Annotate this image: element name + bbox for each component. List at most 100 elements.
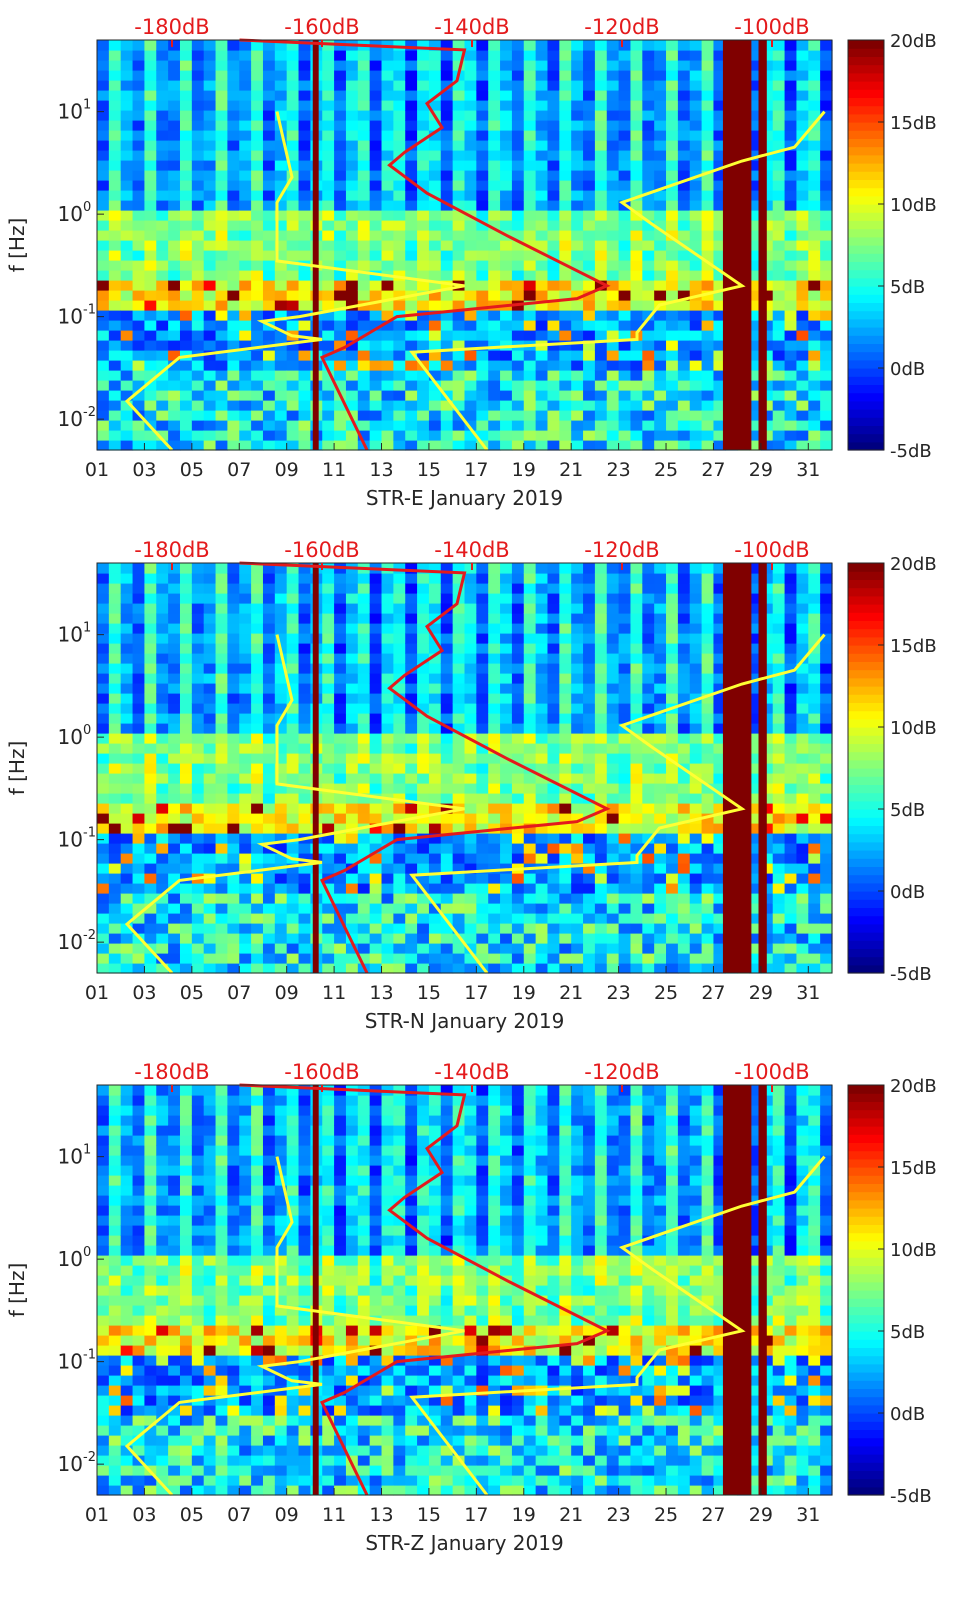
heatmap-cell — [630, 350, 643, 361]
heatmap-cell — [476, 653, 489, 664]
heatmap-cell — [144, 330, 157, 341]
heatmap-cell — [547, 713, 560, 724]
heatmap-cell — [772, 400, 786, 411]
heatmap-cell — [179, 923, 193, 934]
heatmap-cell — [428, 683, 442, 694]
heatmap-cell — [784, 190, 798, 201]
heatmap-cell — [405, 603, 418, 614]
heatmap-cell — [630, 420, 643, 431]
heatmap-cell — [97, 260, 110, 271]
heatmap-cell — [405, 40, 418, 51]
heatmap-cell — [274, 320, 288, 331]
heatmap-cell — [203, 270, 217, 281]
heatmap-cell — [179, 643, 193, 654]
heatmap-cell — [393, 410, 406, 421]
heatmap-cell — [97, 80, 110, 91]
heatmap-cell — [168, 823, 181, 834]
heatmap-cell — [428, 673, 442, 684]
heatmap-cell — [760, 40, 774, 51]
heatmap-cell — [262, 280, 276, 291]
heatmap-cell — [713, 623, 726, 634]
heatmap-cell — [251, 733, 264, 744]
heatmap-cell — [440, 703, 454, 714]
heatmap-cell — [168, 240, 181, 251]
heatmap-cell — [144, 933, 157, 944]
heatmap-cell — [417, 923, 430, 934]
heatmap-cell — [606, 240, 620, 251]
heatmap-cell — [369, 60, 383, 71]
heatmap-cell — [120, 833, 134, 844]
heatmap-cell — [286, 320, 300, 331]
heatmap-cell — [144, 150, 157, 161]
heatmap-cell — [274, 50, 288, 61]
heatmap-cell — [749, 863, 762, 874]
heatmap-cell — [760, 240, 774, 251]
heatmap-cell — [251, 953, 264, 964]
heatmap-cell — [345, 420, 359, 431]
heatmap-cell — [405, 943, 418, 954]
heatmap-cell — [488, 260, 501, 271]
heatmap-cell — [274, 903, 288, 914]
heatmap-cell — [108, 270, 122, 281]
heatmap-cell — [583, 310, 596, 321]
heatmap-cell — [357, 250, 371, 261]
heatmap-cell — [405, 150, 418, 161]
heatmap-cell — [274, 633, 288, 644]
heatmap-cell — [583, 320, 596, 331]
heatmap-cell — [630, 130, 643, 141]
heatmap-cell — [677, 160, 691, 171]
heatmap-cell — [215, 370, 228, 381]
heatmap-cell — [251, 563, 264, 574]
heatmap-cell — [476, 853, 489, 864]
heatmap-cell — [476, 923, 489, 934]
heatmap-cell — [796, 170, 809, 181]
heatmap-cell — [511, 883, 525, 894]
heatmap-cell — [535, 290, 549, 301]
heatmap-cell — [749, 330, 762, 341]
heatmap-cell — [523, 593, 537, 604]
heatmap-cell — [535, 360, 549, 371]
heatmap-cell — [251, 390, 264, 401]
heatmap-cell — [500, 703, 513, 714]
heatmap-cell — [345, 110, 359, 121]
heatmap-cell — [393, 170, 406, 181]
heatmap-cell — [808, 310, 821, 321]
heatmap-cell — [417, 380, 430, 391]
heatmap-cell — [334, 703, 347, 714]
heatmap-cell — [606, 210, 620, 221]
heatmap-cell — [464, 573, 477, 584]
heatmap-cell — [666, 290, 679, 301]
heatmap-cell — [796, 220, 809, 231]
heatmap-cell — [677, 90, 691, 101]
heatmap-cell — [393, 683, 406, 694]
heatmap-cell — [476, 150, 489, 161]
heatmap-cell — [630, 833, 643, 844]
heatmap-cell — [286, 703, 300, 714]
heatmap-cell — [535, 60, 549, 71]
heatmap-cell — [500, 673, 513, 684]
heatmap-cell — [500, 613, 513, 624]
heatmap-cell — [618, 963, 632, 974]
heatmap-cell — [618, 663, 632, 674]
heatmap-cell — [808, 270, 821, 281]
heatmap-cell — [547, 573, 560, 584]
heatmap-cell — [642, 380, 655, 391]
heatmap-cell — [417, 823, 430, 834]
heatmap-cell — [630, 50, 643, 61]
heatmap-cell — [97, 220, 110, 231]
heatmap-cell — [772, 420, 786, 431]
heatmap-cell — [179, 400, 193, 411]
heatmap-cell — [357, 693, 371, 704]
heatmap-cell — [227, 763, 240, 774]
heatmap-cell — [583, 903, 596, 914]
heatmap-cell — [559, 943, 572, 954]
yellow-curve-right — [409, 110, 826, 451]
heatmap-cell — [606, 410, 620, 421]
heatmap-cell — [630, 803, 643, 814]
heatmap-cell — [108, 633, 122, 644]
heatmap-cell — [464, 823, 477, 834]
heatmap-cell — [464, 330, 477, 341]
heatmap-cell — [511, 320, 525, 331]
heatmap-cell — [559, 573, 572, 584]
heatmap-cell — [274, 360, 288, 371]
